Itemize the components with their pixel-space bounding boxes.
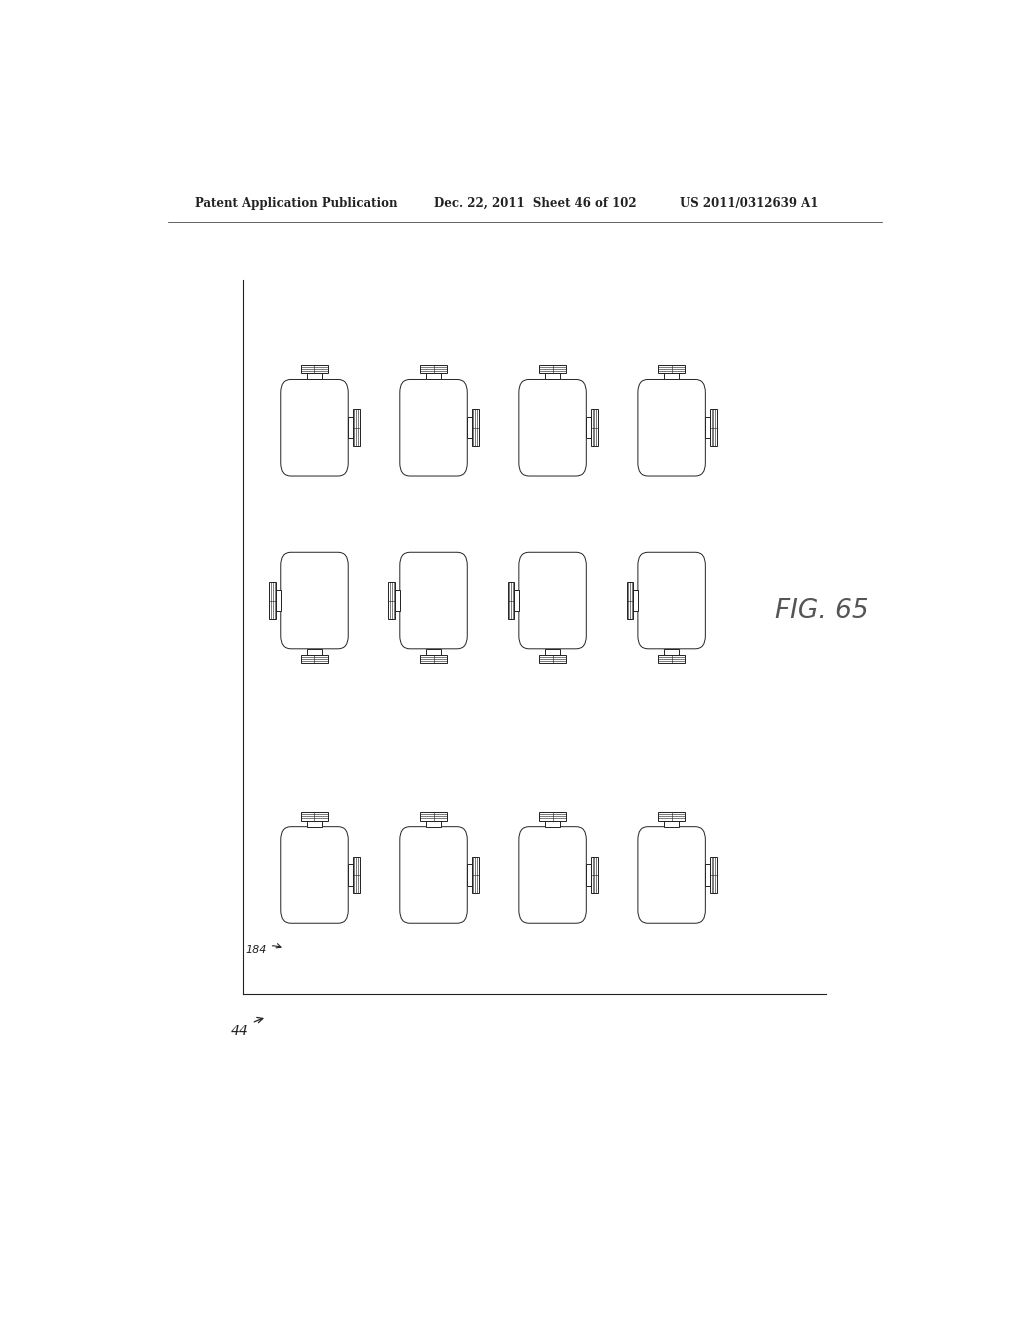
FancyBboxPatch shape xyxy=(638,826,706,923)
Bar xyxy=(706,417,710,438)
Bar xyxy=(587,865,591,886)
Bar xyxy=(395,590,399,611)
Bar xyxy=(539,655,566,664)
Text: FIG. 65: FIG. 65 xyxy=(775,598,868,623)
Bar xyxy=(710,409,717,446)
Bar xyxy=(420,812,447,821)
Bar xyxy=(348,865,352,886)
Bar xyxy=(420,364,447,374)
Bar xyxy=(591,857,598,894)
Bar xyxy=(467,417,472,438)
Bar xyxy=(472,857,478,894)
Bar xyxy=(467,865,472,886)
Bar xyxy=(301,812,328,821)
FancyBboxPatch shape xyxy=(638,379,706,477)
Text: 184: 184 xyxy=(246,944,281,956)
FancyBboxPatch shape xyxy=(281,826,348,923)
Bar xyxy=(587,417,591,438)
Bar xyxy=(665,374,679,379)
Bar xyxy=(539,364,566,374)
Bar xyxy=(269,582,276,619)
Bar xyxy=(472,409,478,446)
FancyBboxPatch shape xyxy=(399,826,467,923)
FancyBboxPatch shape xyxy=(519,826,587,923)
Bar xyxy=(301,655,328,664)
Bar xyxy=(545,821,560,826)
Bar xyxy=(426,649,441,655)
FancyBboxPatch shape xyxy=(281,552,348,649)
Bar xyxy=(508,582,514,619)
Bar xyxy=(658,364,685,374)
Bar xyxy=(307,821,322,826)
FancyBboxPatch shape xyxy=(281,379,348,477)
Text: Dec. 22, 2011  Sheet 46 of 102: Dec. 22, 2011 Sheet 46 of 102 xyxy=(433,197,636,210)
Bar xyxy=(426,821,441,826)
Text: 44: 44 xyxy=(231,1018,263,1038)
Bar xyxy=(539,812,566,821)
FancyBboxPatch shape xyxy=(519,552,587,649)
Bar xyxy=(706,865,710,886)
Bar xyxy=(348,417,352,438)
Bar xyxy=(665,649,679,655)
Bar xyxy=(591,409,598,446)
Bar xyxy=(307,374,322,379)
Bar xyxy=(710,857,717,894)
Bar xyxy=(634,590,638,611)
FancyBboxPatch shape xyxy=(399,552,467,649)
Bar xyxy=(426,374,441,379)
Bar xyxy=(627,582,634,619)
Bar xyxy=(388,582,395,619)
FancyBboxPatch shape xyxy=(399,379,467,477)
Bar xyxy=(514,590,519,611)
Bar xyxy=(352,409,359,446)
FancyBboxPatch shape xyxy=(638,552,706,649)
Bar xyxy=(545,374,560,379)
Bar xyxy=(420,655,447,664)
Bar xyxy=(276,590,281,611)
Text: US 2011/0312639 A1: US 2011/0312639 A1 xyxy=(680,197,818,210)
Text: Patent Application Publication: Patent Application Publication xyxy=(196,197,398,210)
Bar xyxy=(352,857,359,894)
FancyBboxPatch shape xyxy=(519,379,587,477)
Bar xyxy=(658,655,685,664)
Bar xyxy=(545,649,560,655)
Bar xyxy=(665,821,679,826)
Bar xyxy=(658,812,685,821)
Bar xyxy=(301,364,328,374)
Bar xyxy=(307,649,322,655)
